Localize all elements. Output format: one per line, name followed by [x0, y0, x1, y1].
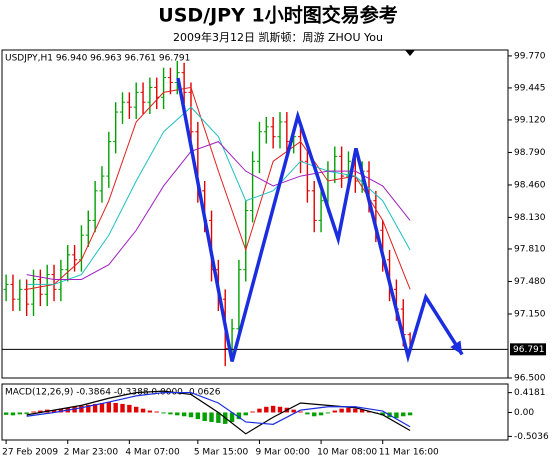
info-text: USDJPY,H1 96.940 96.963 96.761 96.791 — [5, 54, 190, 64]
macd-bar — [31, 411, 36, 413]
y-tick-label: -0.5036 — [514, 432, 549, 442]
macd-bar — [270, 405, 276, 413]
macd-bar — [113, 402, 118, 413]
chart-title: USD/JPY 1小时图交易参考 — [158, 4, 397, 27]
macd-bar — [58, 408, 64, 413]
macd-bar — [229, 412, 235, 422]
x-tick-label: 2 Mar 23:00 — [64, 448, 119, 458]
macd-bar — [3, 412, 9, 415]
macd-bar — [353, 408, 358, 413]
x-tick-label: 5 Mar 15:00 — [194, 448, 249, 458]
macd-bar — [236, 412, 242, 420]
moving-average — [26, 141, 411, 281]
x-tick-label: 11 Mar 16:00 — [379, 448, 439, 458]
x-tick-label: 4 Mar 07:00 — [125, 448, 180, 458]
x-tick-label: 27 Feb 2009 — [2, 448, 58, 458]
macd-bar — [175, 412, 180, 416]
macd-bar — [79, 405, 84, 413]
macd-bar — [312, 412, 317, 417]
macd-bar — [264, 406, 269, 413]
macd-bar — [188, 412, 194, 418]
macd-bar — [181, 412, 187, 417]
macd-line — [26, 390, 411, 435]
moving-average — [26, 86, 411, 290]
macd-bar — [168, 412, 173, 415]
macd-bar — [209, 412, 214, 422]
y-tick-label: 0.4181 — [514, 388, 546, 398]
macd-bar — [277, 406, 283, 413]
macd-bar — [243, 412, 248, 416]
macd-line — [26, 391, 411, 428]
macd-bar — [10, 412, 16, 416]
macd-bar — [106, 402, 112, 413]
macd-bar — [140, 408, 146, 413]
macd-bar — [325, 412, 331, 414]
macd-bar — [305, 412, 310, 415]
macd-bar — [127, 404, 132, 413]
macd-bar — [359, 409, 365, 413]
macd-bar — [339, 408, 344, 413]
macd-bar — [24, 412, 29, 414]
y-tick-label: 98.460 — [514, 180, 546, 190]
price-panel — [1, 49, 509, 379]
y-tick-label: 0.00 — [514, 408, 534, 418]
macd-bar — [134, 406, 139, 413]
y-tick-label: 99.120 — [514, 115, 546, 125]
macd-bar — [250, 411, 255, 413]
macd-bar — [51, 410, 57, 413]
macd-bar — [161, 412, 166, 414]
macd-bar — [86, 404, 91, 413]
macd-bar — [257, 408, 262, 413]
macd-bar — [195, 412, 201, 420]
macd-bar — [38, 410, 43, 413]
macd-bar — [202, 412, 207, 422]
y-tick-label: 98.130 — [514, 213, 546, 223]
y-tick-label: 99.445 — [514, 83, 546, 93]
macd-bar — [291, 409, 296, 413]
last-price-label: 96.791 — [513, 345, 545, 355]
moving-average — [26, 106, 411, 285]
macd-bar — [216, 412, 221, 423]
y-tick-label: 98.790 — [514, 148, 546, 158]
pattern-arrowhead — [450, 340, 463, 355]
macd-bar — [99, 402, 105, 413]
macd-bar — [401, 412, 406, 417]
chart-subtitle: 2009年3月12日 凯斯顿：周游 ZHOU You — [173, 30, 383, 44]
macd-bar — [92, 403, 98, 413]
macd-bar — [394, 412, 399, 419]
macd-bar — [154, 411, 159, 413]
macd-bar — [407, 412, 413, 416]
macd-bar — [366, 411, 372, 413]
shift-marker — [405, 50, 415, 56]
macd-bar — [380, 412, 385, 416]
y-tick-label: 97.810 — [514, 244, 546, 254]
x-tick-label: 9 Mar 00:00 — [255, 448, 310, 458]
y-tick-label: 99.770 — [514, 51, 546, 61]
x-tick-label: 10 Mar 08:00 — [317, 448, 377, 458]
macd-bar — [298, 411, 303, 413]
y-tick-label: 97.150 — [514, 309, 546, 319]
macd-bar — [147, 410, 153, 413]
macd-bar — [17, 412, 23, 415]
macd-bar — [346, 407, 351, 413]
last-price-box — [510, 343, 546, 356]
macd-title: MACD(12,26,9) -0.3864 -0.3388 0.0000 -0.… — [5, 388, 221, 398]
macd-bar — [318, 412, 324, 416]
macd-bar — [332, 410, 337, 413]
pattern-line — [176, 77, 464, 364]
macd-bar — [120, 403, 125, 413]
y-tick-label: 96.500 — [514, 374, 546, 384]
y-tick-label: 97.480 — [514, 277, 546, 287]
macd-bar — [72, 406, 77, 413]
